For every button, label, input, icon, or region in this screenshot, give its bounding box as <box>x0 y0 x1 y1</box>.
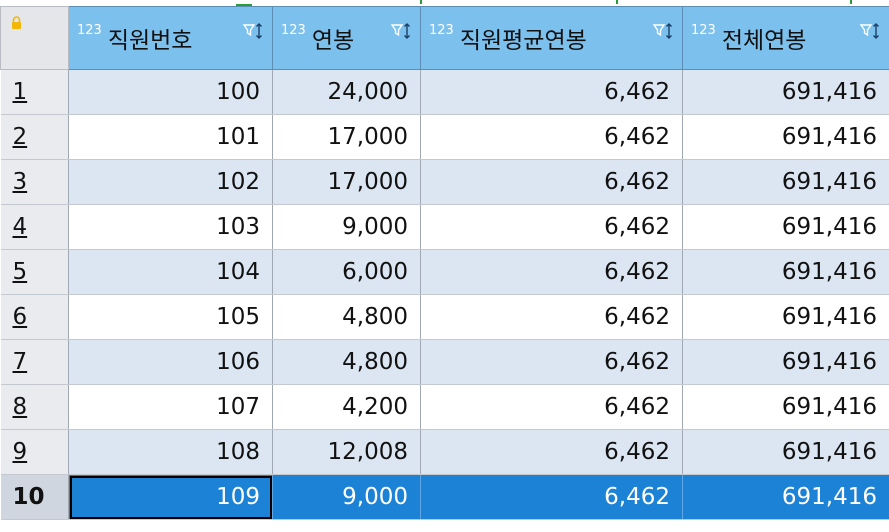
cell-total-salary[interactable]: 691,416 <box>682 474 889 520</box>
column-header-salary[interactable]: 123 연봉 <box>272 6 421 70</box>
cell-total-salary[interactable]: 691,416 <box>682 159 889 205</box>
lock-icon <box>12 16 21 29</box>
table-row-selected[interactable]: 10 109 9,000 6,462 691,416 <box>0 474 889 520</box>
cell-total-salary[interactable]: 691,416 <box>682 384 889 430</box>
row-number[interactable]: 7 <box>0 339 69 385</box>
filter-sort-icon[interactable] <box>242 21 266 41</box>
cell-salary[interactable]: 17,000 <box>272 114 421 160</box>
cell-salary[interactable]: 9,000 <box>272 474 421 520</box>
header-row: 123 직원번호 123 연봉 <box>0 6 889 70</box>
table-row[interactable]: 1 100 24,000 6,462 691,416 <box>0 69 889 115</box>
row-number[interactable]: 3 <box>0 159 69 205</box>
cell-employee-avg-salary[interactable]: 6,462 <box>420 159 683 205</box>
table-row[interactable]: 2 101 17,000 6,462 691,416 <box>0 114 889 160</box>
numeric-type-badge: 123 <box>691 23 716 38</box>
cell-employee-avg-salary[interactable]: 6,462 <box>420 114 683 160</box>
row-number[interactable]: 5 <box>0 249 69 295</box>
column-title: 직원평균연봉 <box>459 28 587 54</box>
table-row[interactable]: 7 106 4,800 6,462 691,416 <box>0 339 889 385</box>
numeric-type-badge: 123 <box>77 23 102 38</box>
column-title: 연봉 <box>311 28 355 54</box>
cell-salary[interactable]: 4,200 <box>272 384 421 430</box>
cell-total-salary[interactable]: 691,416 <box>682 339 889 385</box>
column-title: 전체연봉 <box>721 28 807 54</box>
filter-sort-icon[interactable] <box>859 21 883 41</box>
cell-salary[interactable]: 9,000 <box>272 204 421 250</box>
cell-employee-avg-salary[interactable]: 6,462 <box>420 429 683 475</box>
cell-employee-id[interactable]: 100 <box>68 69 273 115</box>
row-number[interactable]: 8 <box>0 384 69 430</box>
cell-total-salary[interactable]: 691,416 <box>682 294 889 340</box>
cell-employee-avg-salary[interactable]: 6,462 <box>420 339 683 385</box>
column-header-employee-avg-salary[interactable]: 123 직원평균연봉 <box>420 6 683 70</box>
numeric-type-badge: 123 <box>281 23 306 38</box>
table-row[interactable]: 3 102 17,000 6,462 691,416 <box>0 159 889 205</box>
cell-employee-id[interactable]: 104 <box>68 249 273 295</box>
partial-underline <box>236 0 252 6</box>
table-row[interactable]: 6 105 4,800 6,462 691,416 <box>0 294 889 340</box>
cell-employee-avg-salary[interactable]: 6,462 <box>420 69 683 115</box>
cell-salary[interactable]: 6,000 <box>272 249 421 295</box>
cell-employee-avg-salary[interactable]: 6,462 <box>420 294 683 340</box>
cell-salary[interactable]: 24,000 <box>272 69 421 115</box>
cell-total-salary[interactable]: 691,416 <box>682 249 889 295</box>
cell-salary[interactable]: 12,008 <box>272 429 421 475</box>
column-header-total-salary[interactable]: 123 전체연봉 <box>682 6 889 70</box>
column-title: 직원번호 <box>107 28 193 54</box>
cell-salary[interactable]: 4,800 <box>272 339 421 385</box>
cell-employee-avg-salary[interactable]: 6,462 <box>420 204 683 250</box>
cell-total-salary[interactable]: 691,416 <box>682 429 889 475</box>
cell-employee-id[interactable]: 101 <box>68 114 273 160</box>
partial-bracket <box>616 0 622 4</box>
filter-sort-icon[interactable] <box>390 21 414 41</box>
column-header-employee-id[interactable]: 123 직원번호 <box>68 6 273 70</box>
cell-employee-id[interactable]: 108 <box>68 429 273 475</box>
cell-employee-id[interactable]: 102 <box>68 159 273 205</box>
table-row[interactable]: 5 104 6,000 6,462 691,416 <box>0 249 889 295</box>
cell-employee-id[interactable]: 106 <box>68 339 273 385</box>
grid-corner[interactable] <box>0 6 69 70</box>
cell-employee-id[interactable]: 103 <box>68 204 273 250</box>
cell-employee-id-focused[interactable]: 109 <box>68 474 273 520</box>
row-number[interactable]: 1 <box>0 69 69 115</box>
cell-salary[interactable]: 17,000 <box>272 159 421 205</box>
table-row[interactable]: 8 107 4,200 6,462 691,416 <box>0 384 889 430</box>
cell-total-salary[interactable]: 691,416 <box>682 204 889 250</box>
cell-total-salary[interactable]: 691,416 <box>682 114 889 160</box>
cell-salary[interactable]: 4,800 <box>272 294 421 340</box>
partial-bracket <box>850 0 856 4</box>
cell-employee-avg-salary[interactable]: 6,462 <box>420 384 683 430</box>
partial-bracket <box>420 0 426 4</box>
result-grid: 123 직원번호 123 연봉 <box>0 6 889 520</box>
row-number[interactable]: 10 <box>0 474 69 520</box>
filter-sort-icon[interactable] <box>652 21 676 41</box>
row-number[interactable]: 9 <box>0 429 69 475</box>
row-number[interactable]: 2 <box>0 114 69 160</box>
table-row[interactable]: 9 108 12,008 6,462 691,416 <box>0 429 889 475</box>
cell-total-salary[interactable]: 691,416 <box>682 69 889 115</box>
cell-employee-avg-salary[interactable]: 6,462 <box>420 249 683 295</box>
cell-employee-avg-salary[interactable]: 6,462 <box>420 474 683 520</box>
numeric-type-badge: 123 <box>429 23 454 38</box>
top-edge-strip <box>0 0 889 6</box>
row-number[interactable]: 4 <box>0 204 69 250</box>
cell-employee-id[interactable]: 105 <box>68 294 273 340</box>
row-number[interactable]: 6 <box>0 294 69 340</box>
cell-employee-id[interactable]: 107 <box>68 384 273 430</box>
table-row[interactable]: 4 103 9,000 6,462 691,416 <box>0 204 889 250</box>
